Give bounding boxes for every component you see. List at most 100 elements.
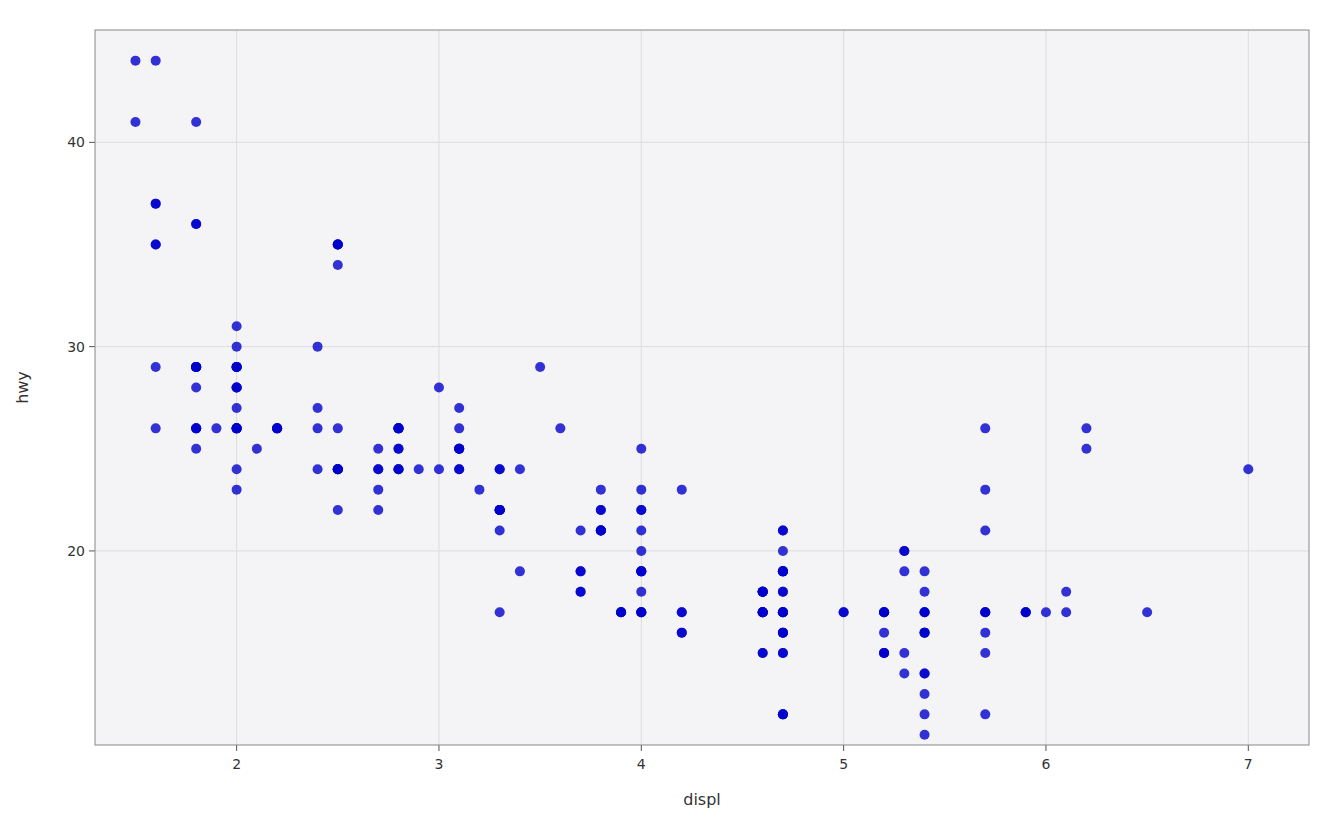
point — [596, 526, 606, 536]
point — [151, 199, 161, 209]
point — [636, 607, 646, 617]
point — [980, 485, 990, 495]
point — [232, 423, 242, 433]
plot-frame — [95, 30, 1309, 745]
point — [636, 587, 646, 597]
point — [232, 342, 242, 352]
point — [576, 526, 586, 536]
point — [677, 485, 687, 495]
point — [758, 648, 768, 658]
point — [778, 566, 788, 576]
point — [899, 546, 909, 556]
points — [130, 56, 1253, 740]
point — [576, 587, 586, 597]
point — [394, 444, 404, 454]
point — [394, 444, 404, 454]
point — [920, 628, 930, 638]
point — [636, 607, 646, 617]
point — [596, 526, 606, 536]
point — [1081, 444, 1091, 454]
point — [495, 464, 505, 474]
point — [758, 607, 768, 617]
chart-svg: 234567203040displhwy — [0, 0, 1344, 830]
point — [373, 464, 383, 474]
point — [636, 485, 646, 495]
point — [191, 383, 201, 393]
point — [576, 587, 586, 597]
point — [434, 464, 444, 474]
point — [333, 505, 343, 515]
point — [232, 485, 242, 495]
point — [495, 607, 505, 617]
point — [555, 423, 565, 433]
point — [879, 607, 889, 617]
point — [151, 240, 161, 250]
y-tick — [89, 142, 95, 143]
x-axis-label: displ — [683, 790, 721, 809]
point — [1081, 423, 1091, 433]
point — [373, 444, 383, 454]
point — [191, 444, 201, 454]
point — [373, 464, 383, 474]
point — [333, 464, 343, 474]
point — [495, 505, 505, 515]
point — [232, 362, 242, 372]
point — [232, 383, 242, 393]
point — [879, 648, 889, 658]
point — [535, 362, 545, 372]
point — [576, 566, 586, 576]
point — [636, 505, 646, 515]
point — [920, 607, 930, 617]
point — [191, 362, 201, 372]
point — [677, 607, 687, 617]
point — [232, 464, 242, 474]
point — [636, 566, 646, 576]
x-tick — [1045, 745, 1046, 751]
point — [758, 607, 768, 617]
point — [394, 423, 404, 433]
point — [920, 730, 930, 740]
axes: 234567203040 — [67, 30, 1309, 772]
point — [313, 403, 323, 413]
point — [1041, 607, 1051, 617]
point — [879, 607, 889, 617]
x-grid-line — [843, 30, 844, 745]
point — [1142, 607, 1152, 617]
point — [394, 423, 404, 433]
point — [920, 607, 930, 617]
point — [414, 464, 424, 474]
point — [394, 464, 404, 474]
y-tick-label: 40 — [67, 134, 85, 150]
chart-container: 234567203040displhwy — [0, 0, 1344, 830]
point — [454, 444, 464, 454]
point — [495, 526, 505, 536]
point — [495, 505, 505, 515]
x-tick-label: 5 — [839, 756, 848, 772]
point — [495, 505, 505, 515]
point — [151, 240, 161, 250]
point — [313, 423, 323, 433]
point — [333, 240, 343, 250]
point — [980, 607, 990, 617]
point — [980, 526, 990, 536]
point — [899, 648, 909, 658]
point — [333, 464, 343, 474]
point — [333, 240, 343, 250]
point — [515, 464, 525, 474]
point — [778, 628, 788, 638]
point — [191, 219, 201, 229]
point — [151, 199, 161, 209]
y-grid-line — [95, 346, 1309, 347]
point — [232, 362, 242, 372]
point — [677, 628, 687, 638]
point — [778, 607, 788, 617]
point — [191, 362, 201, 372]
point — [616, 607, 626, 617]
point — [454, 403, 464, 413]
point — [920, 709, 930, 719]
point — [778, 587, 788, 597]
point — [778, 628, 788, 638]
x-tick-label: 2 — [232, 756, 241, 772]
point — [636, 566, 646, 576]
point — [920, 669, 930, 679]
